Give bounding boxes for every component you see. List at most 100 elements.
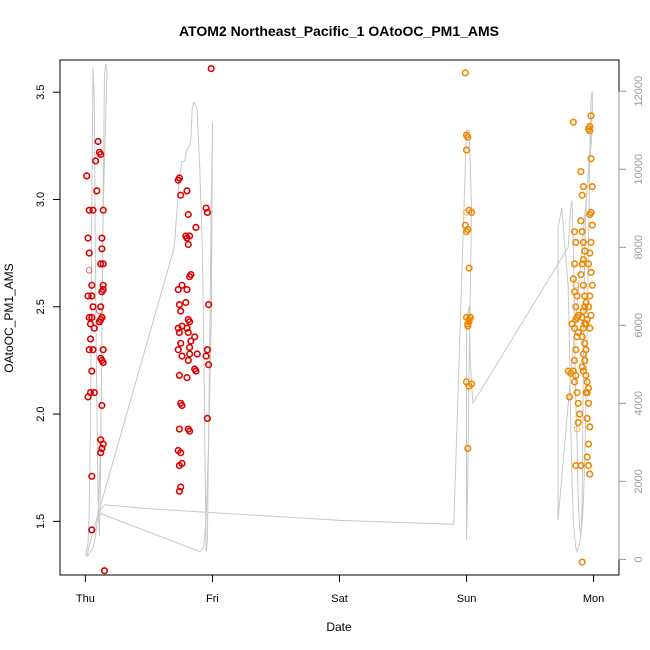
data-point (175, 425, 183, 433)
data-point (91, 157, 100, 165)
data-point (581, 339, 589, 347)
x-tick-label: Mon (583, 593, 604, 605)
data-point (577, 168, 585, 176)
data-point (572, 316, 580, 324)
data-point (86, 335, 95, 343)
data-point (202, 352, 210, 360)
data-point (85, 313, 93, 322)
data-point (183, 234, 191, 242)
data-point (583, 378, 591, 386)
data-point (177, 339, 185, 347)
data-point (175, 328, 183, 337)
data-point (186, 273, 194, 281)
data-point (177, 191, 185, 199)
data-point (579, 238, 588, 246)
data-point (586, 210, 594, 219)
x-tick-label: Thu (76, 593, 95, 605)
data-point (184, 210, 192, 219)
data-point (578, 228, 586, 236)
data-point (588, 221, 596, 229)
data-point (86, 389, 95, 397)
data-point (99, 260, 107, 268)
data-point (202, 204, 210, 212)
data-point (183, 324, 191, 332)
data-point (579, 350, 588, 358)
data-point (184, 240, 192, 249)
right-tick-label: 0 (633, 556, 645, 562)
data-point (465, 264, 473, 272)
data-point (584, 462, 593, 470)
data-point (464, 133, 472, 141)
data-point (203, 414, 211, 423)
data-point (570, 378, 579, 386)
data-point (183, 286, 191, 294)
data-point (98, 234, 106, 242)
data-point (207, 64, 215, 73)
data-point (99, 346, 107, 354)
data-point (84, 292, 92, 300)
x-tick-label: Sun (457, 593, 477, 605)
data-point (572, 282, 579, 289)
y-tick-label: 2.0 (35, 406, 47, 421)
data-point (100, 567, 109, 575)
y-axis-left: 1.5 2.0 2.5 3.0 3.5 (35, 85, 61, 529)
data-point (205, 301, 213, 309)
data-point (177, 307, 185, 315)
data-point (93, 187, 101, 195)
data-point (574, 328, 582, 337)
data-point (586, 292, 594, 300)
x-tick-label: Sat (331, 593, 348, 605)
data-point (583, 316, 591, 324)
data-point (574, 399, 582, 407)
data-point (587, 155, 595, 163)
chart-title: ATOM2 Northeast_Pacific_1 OAtoOC_PM1_AMS (179, 23, 499, 39)
right-tick-label: 10000 (633, 154, 645, 185)
data-point (572, 371, 580, 380)
data-point (464, 444, 472, 453)
data-point (175, 301, 183, 309)
data-point (588, 183, 596, 191)
data-point (570, 356, 579, 365)
data-point (584, 260, 593, 268)
data-point (573, 425, 581, 433)
data-point (462, 228, 471, 236)
y-tick-label: 3.0 (35, 192, 47, 207)
data-point (583, 453, 591, 461)
data-point (465, 318, 473, 326)
x-axis-label: Date (326, 620, 352, 634)
data-point (174, 324, 182, 332)
data-point (578, 191, 586, 199)
right-tick-label: 6000 (633, 313, 645, 337)
data-point (464, 322, 472, 330)
data-point (586, 249, 594, 257)
data-point (97, 260, 105, 268)
data-point (98, 401, 106, 410)
data-point (586, 127, 594, 135)
data-point (587, 268, 595, 277)
data-point (83, 172, 91, 180)
data-point (99, 359, 107, 367)
data-point (187, 337, 195, 345)
data-point (94, 137, 102, 146)
right-axis-line (84, 63, 593, 558)
data-point (186, 350, 194, 358)
data-point (191, 333, 199, 341)
data-point (88, 313, 96, 322)
data-point (88, 472, 96, 480)
data-point (462, 146, 471, 154)
data-point (193, 350, 201, 358)
data-point (205, 361, 213, 369)
data-point (99, 281, 107, 289)
data-point (570, 324, 579, 332)
data-point (579, 256, 588, 264)
data-point (89, 303, 97, 311)
data-point (587, 112, 595, 120)
data-point (98, 245, 106, 253)
right-tick-label: 12000 (633, 76, 645, 107)
y-axis-label: OAtoOC_PM1_AMS (2, 263, 16, 372)
data-point (572, 346, 580, 354)
data-point (574, 419, 582, 427)
data-point (582, 389, 590, 397)
data-point (96, 307, 103, 315)
